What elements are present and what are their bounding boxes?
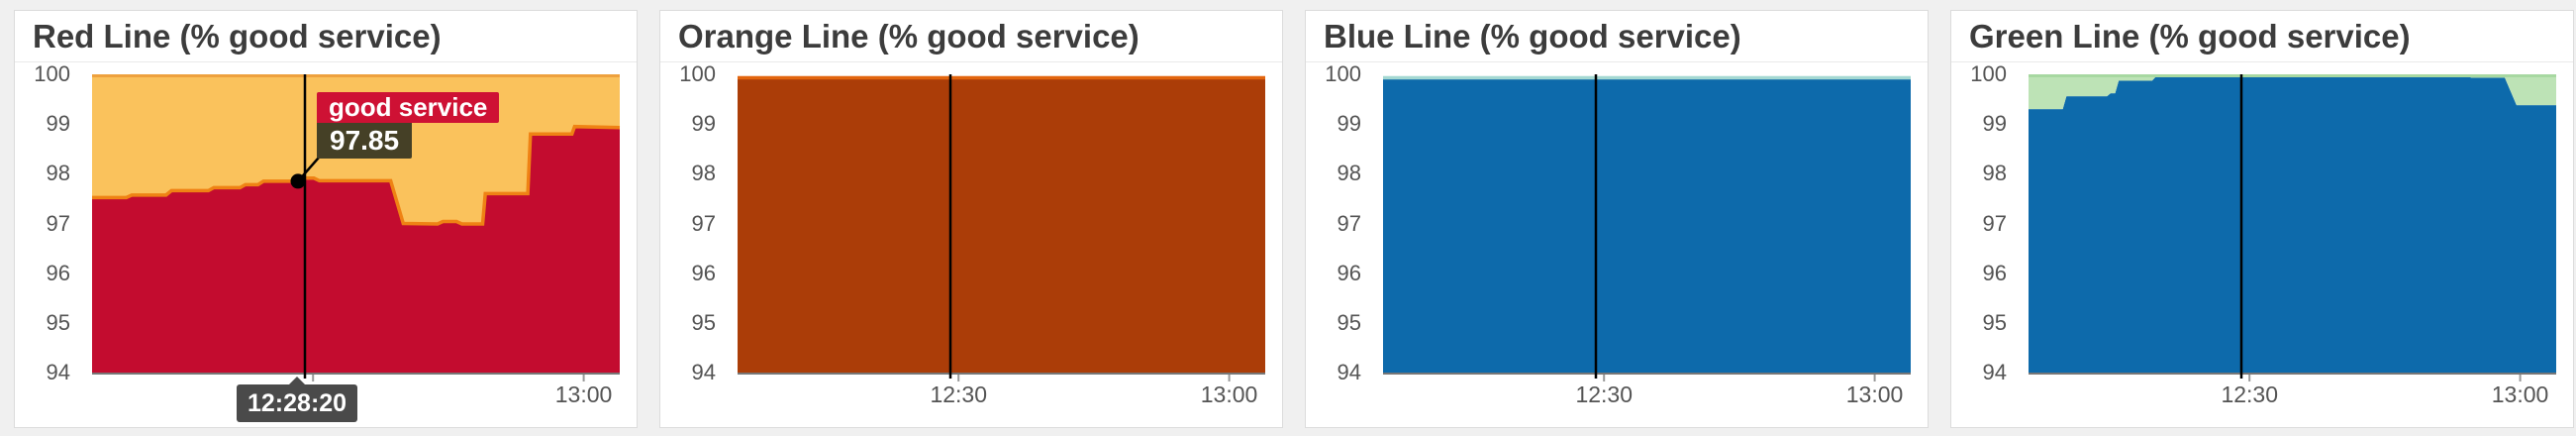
y-axis-labels: 100 99 98 97 96 95 94 xyxy=(1951,61,2017,427)
y-axis-labels: 100 99 98 97 96 95 94 xyxy=(660,61,726,427)
plot-area: 100 99 98 97 96 95 94 good service 97.85 12:28… xyxy=(15,61,637,427)
y-tick-label: 97 xyxy=(691,210,716,236)
panel-red-line: Red Line (% good service) 100 99 98 97 96 95 9… xyxy=(14,10,638,428)
area-chart[interactable] xyxy=(1383,74,1911,383)
y-tick-label: 100 xyxy=(1325,61,1361,86)
y-tick-label: 98 xyxy=(1337,161,1361,186)
y-axis-labels: 100 99 98 97 96 95 94 xyxy=(15,61,80,427)
area-chart[interactable] xyxy=(738,74,1265,383)
panel-blue-line: Blue Line (% good service) 100 99 98 97 96 95… xyxy=(1305,10,1929,428)
y-tick-label: 99 xyxy=(691,111,716,137)
series-tooltip: good service 97.85 xyxy=(317,91,500,159)
crosshair-time-tooltip: 12:28:20 xyxy=(237,377,358,422)
plot-area: 100 99 98 97 96 95 94 12:30 13:00 xyxy=(1306,61,1928,427)
y-tick-label: 96 xyxy=(1337,260,1361,285)
hover-point-dot xyxy=(290,173,306,189)
y-tick-label: 98 xyxy=(46,161,70,186)
panel-title[interactable]: Orange Line (% good service) xyxy=(678,18,1139,54)
panel-orange-line: Orange Line (% good service) 100 99 98 97 96… xyxy=(659,10,1283,428)
panel-green-line: Green Line (% good service) 100 99 98 97 96 9… xyxy=(1950,10,2574,428)
crosshair-time-text: 12:28:20 xyxy=(248,389,347,417)
x-tick-label: 12:30 xyxy=(2221,382,2278,407)
y-tick-label: 96 xyxy=(691,260,716,285)
y-tick-label: 95 xyxy=(46,309,70,335)
x-tick-label: 13:00 xyxy=(554,382,613,407)
x-tick-label: 13:00 xyxy=(2491,382,2549,407)
y-tick-label: 97 xyxy=(1982,210,2007,236)
x-tick-label: 12:30 xyxy=(930,382,987,407)
panel-header: Red Line (% good service) xyxy=(15,11,637,62)
y-tick-label: 97 xyxy=(1337,210,1361,236)
y-tick-label: 94 xyxy=(46,360,70,384)
y-tick-label: 95 xyxy=(1982,309,2007,335)
y-tick-label: 100 xyxy=(34,61,70,86)
panel-title[interactable]: Blue Line (% good service) xyxy=(1324,18,1741,54)
y-tick-label: 100 xyxy=(679,61,716,86)
y-tick-label: 99 xyxy=(1982,111,2007,137)
series-tooltip-label: good service xyxy=(317,91,500,123)
y-tick-label: 100 xyxy=(1970,61,2007,86)
y-tick-label: 98 xyxy=(691,161,716,186)
y-tick-label: 94 xyxy=(1337,360,1361,384)
panel-header: Green Line (% good service) xyxy=(1951,11,2573,62)
y-tick-label: 94 xyxy=(1982,360,2007,384)
y-tick-label: 99 xyxy=(46,111,70,137)
panel-title[interactable]: Green Line (% good service) xyxy=(1969,18,2411,54)
x-tick-label: 13:00 xyxy=(1200,382,1258,407)
panel-header: Orange Line (% good service) xyxy=(660,11,1282,62)
panel-title[interactable]: Red Line (% good service) xyxy=(33,18,442,54)
x-tick-label: 13:00 xyxy=(1845,382,1904,407)
y-tick-label: 94 xyxy=(691,360,716,384)
x-tick-label: 12:30 xyxy=(1575,382,1633,407)
plot-area: 100 99 98 97 96 95 94 12:30 13:00 xyxy=(660,61,1282,427)
y-tick-label: 99 xyxy=(1337,111,1361,137)
y-tick-label: 98 xyxy=(1982,161,2007,186)
y-tick-label: 97 xyxy=(46,210,70,236)
panel-header: Blue Line (% good service) xyxy=(1306,11,1928,62)
y-tick-label: 96 xyxy=(1982,260,2007,285)
series-tooltip-value: 97.85 xyxy=(317,122,413,159)
y-axis-labels: 100 99 98 97 96 95 94 xyxy=(1306,61,1371,427)
y-tick-label: 95 xyxy=(1337,309,1361,335)
y-tick-label: 96 xyxy=(46,260,70,285)
area-chart[interactable] xyxy=(2029,74,2556,383)
plot-area: 100 99 98 97 96 95 94 12:30 13:00 xyxy=(1951,61,2573,427)
y-tick-label: 95 xyxy=(691,309,716,335)
